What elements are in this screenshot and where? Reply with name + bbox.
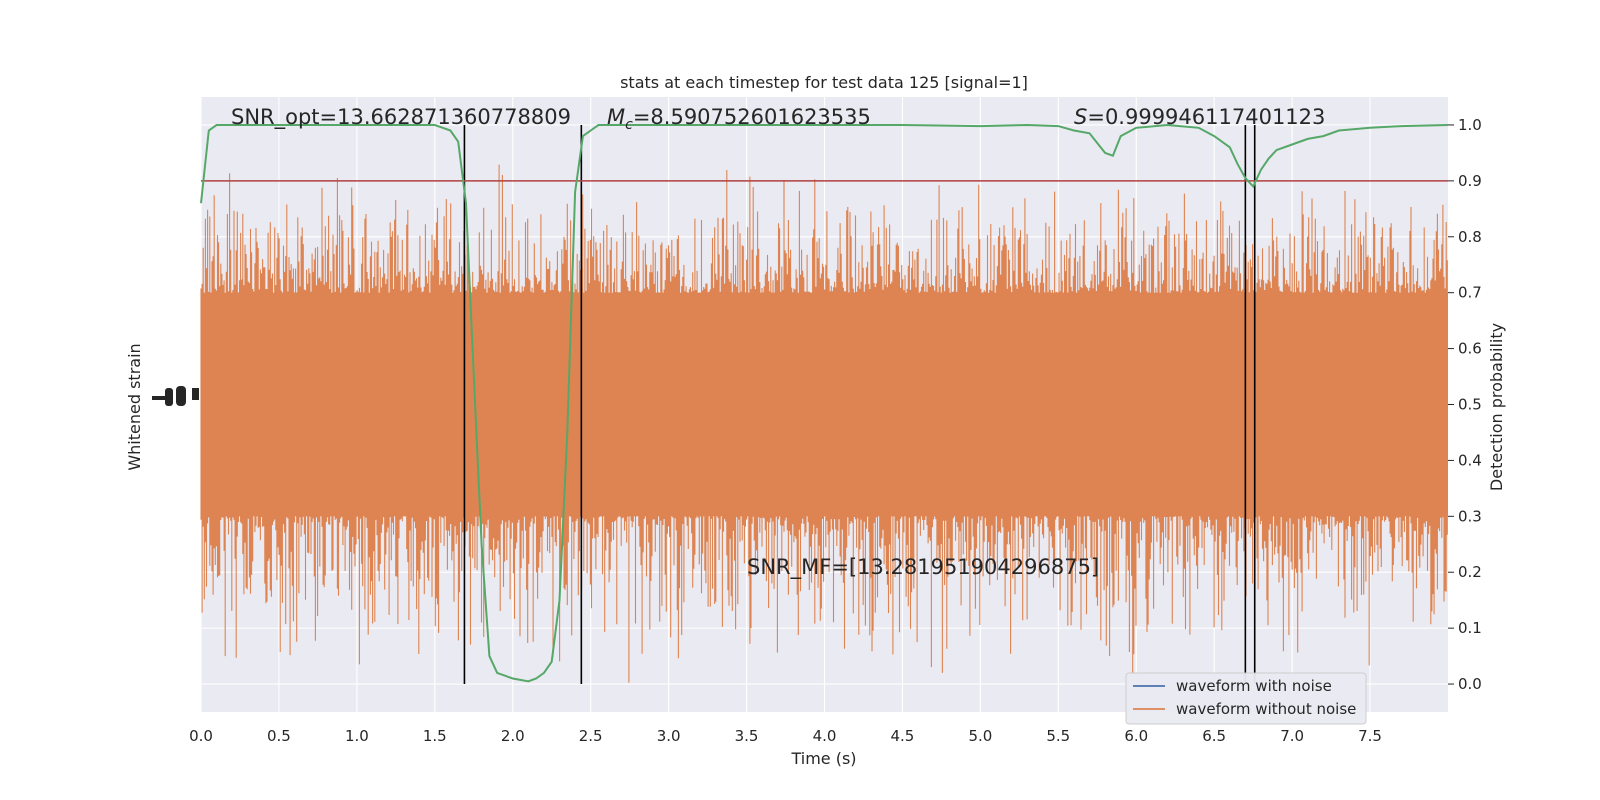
y-tick-label: 0.2: [1458, 563, 1482, 581]
left-tick-glyphs: [152, 386, 199, 406]
right-axis-ticks: 0.0 0.1 0.2 0.3 0.4 0.5 0.6 0.7 0.8 0.9 1.0: [1448, 116, 1482, 693]
x-tick-label: 6.5: [1202, 727, 1226, 745]
x-axis-ticks: 0.0 0.5 1.0 1.5 2.0 2.5 3.0 3.5 4.0 4.5 5.0 5.5 6.0 6…: [189, 727, 1382, 745]
detection-probability-line: [200, 123, 1449, 683]
x-tick-label: 2.5: [579, 727, 603, 745]
legend-label-without-noise: waveform without noise: [1176, 700, 1356, 718]
waveform-without-noise-series: [200, 164, 1448, 683]
y-tick-label: 0.6: [1458, 340, 1482, 358]
chart-title: stats at each timestep for test data 125…: [620, 73, 1028, 92]
legend: waveform with noise waveform without noi…: [1125, 672, 1367, 725]
event-markers: [463, 124, 1256, 685]
x-tick-label: 1.0: [345, 727, 369, 745]
snr-mf-annotation: SNR_MF=[13.281951904296875]: [747, 555, 1099, 580]
left-axis-label: Whitened strain: [125, 343, 144, 470]
s-annotation: S=0.999946117401123: [1074, 105, 1325, 129]
chirp-mass-symbol: M: [607, 105, 625, 129]
x-tick-label: 1.5: [423, 727, 447, 745]
waveform-spikes: [200, 164, 1448, 683]
y-tick-label: 0.4: [1458, 451, 1482, 469]
chirp-mass-annotation: Mc=8.590752601623535: [607, 105, 871, 133]
y-tick-label: 1.0: [1458, 116, 1482, 134]
x-tick-label: 7.5: [1358, 727, 1382, 745]
x-tick-label: 6.0: [1124, 727, 1148, 745]
x-tick-label: 4.0: [813, 727, 837, 745]
s-value: =0.999946117401123: [1087, 105, 1325, 129]
x-tick-label: 2.0: [501, 727, 525, 745]
y-tick-label: 0.3: [1458, 507, 1482, 525]
chirp-mass-subscript: c: [625, 117, 633, 133]
snr-opt-annotation: SNR_opt=13.662871360778809: [231, 105, 571, 130]
y-tick-label: 0.5: [1458, 396, 1482, 414]
s-symbol: S: [1074, 105, 1087, 129]
x-tick-label: 0.0: [189, 727, 213, 745]
x-tick-label: 5.5: [1046, 727, 1070, 745]
right-axis-label: Detection probability: [1487, 323, 1506, 491]
x-tick-label: 0.5: [267, 727, 291, 745]
y-tick-label: 0.7: [1458, 284, 1482, 302]
x-tick-label: 3.0: [657, 727, 681, 745]
legend-label-with-noise: waveform with noise: [1176, 677, 1332, 695]
x-tick-label: 3.5: [735, 727, 759, 745]
x-tick-label: 4.5: [891, 727, 915, 745]
x-axis-label: Time (s): [790, 749, 856, 768]
y-tick-label: 0.9: [1458, 172, 1482, 190]
chirp-mass-value: =8.590752601623535: [633, 105, 871, 129]
detection-probability-series: [200, 123, 1449, 683]
y-tick-label: 0.1: [1458, 619, 1482, 637]
y-tick-label: 0.8: [1458, 228, 1482, 246]
y-tick-label: 0.0: [1458, 675, 1482, 693]
legend-frame: [1125, 672, 1367, 725]
x-tick-label: 7.0: [1280, 727, 1304, 745]
x-tick-label: 5.0: [968, 727, 992, 745]
